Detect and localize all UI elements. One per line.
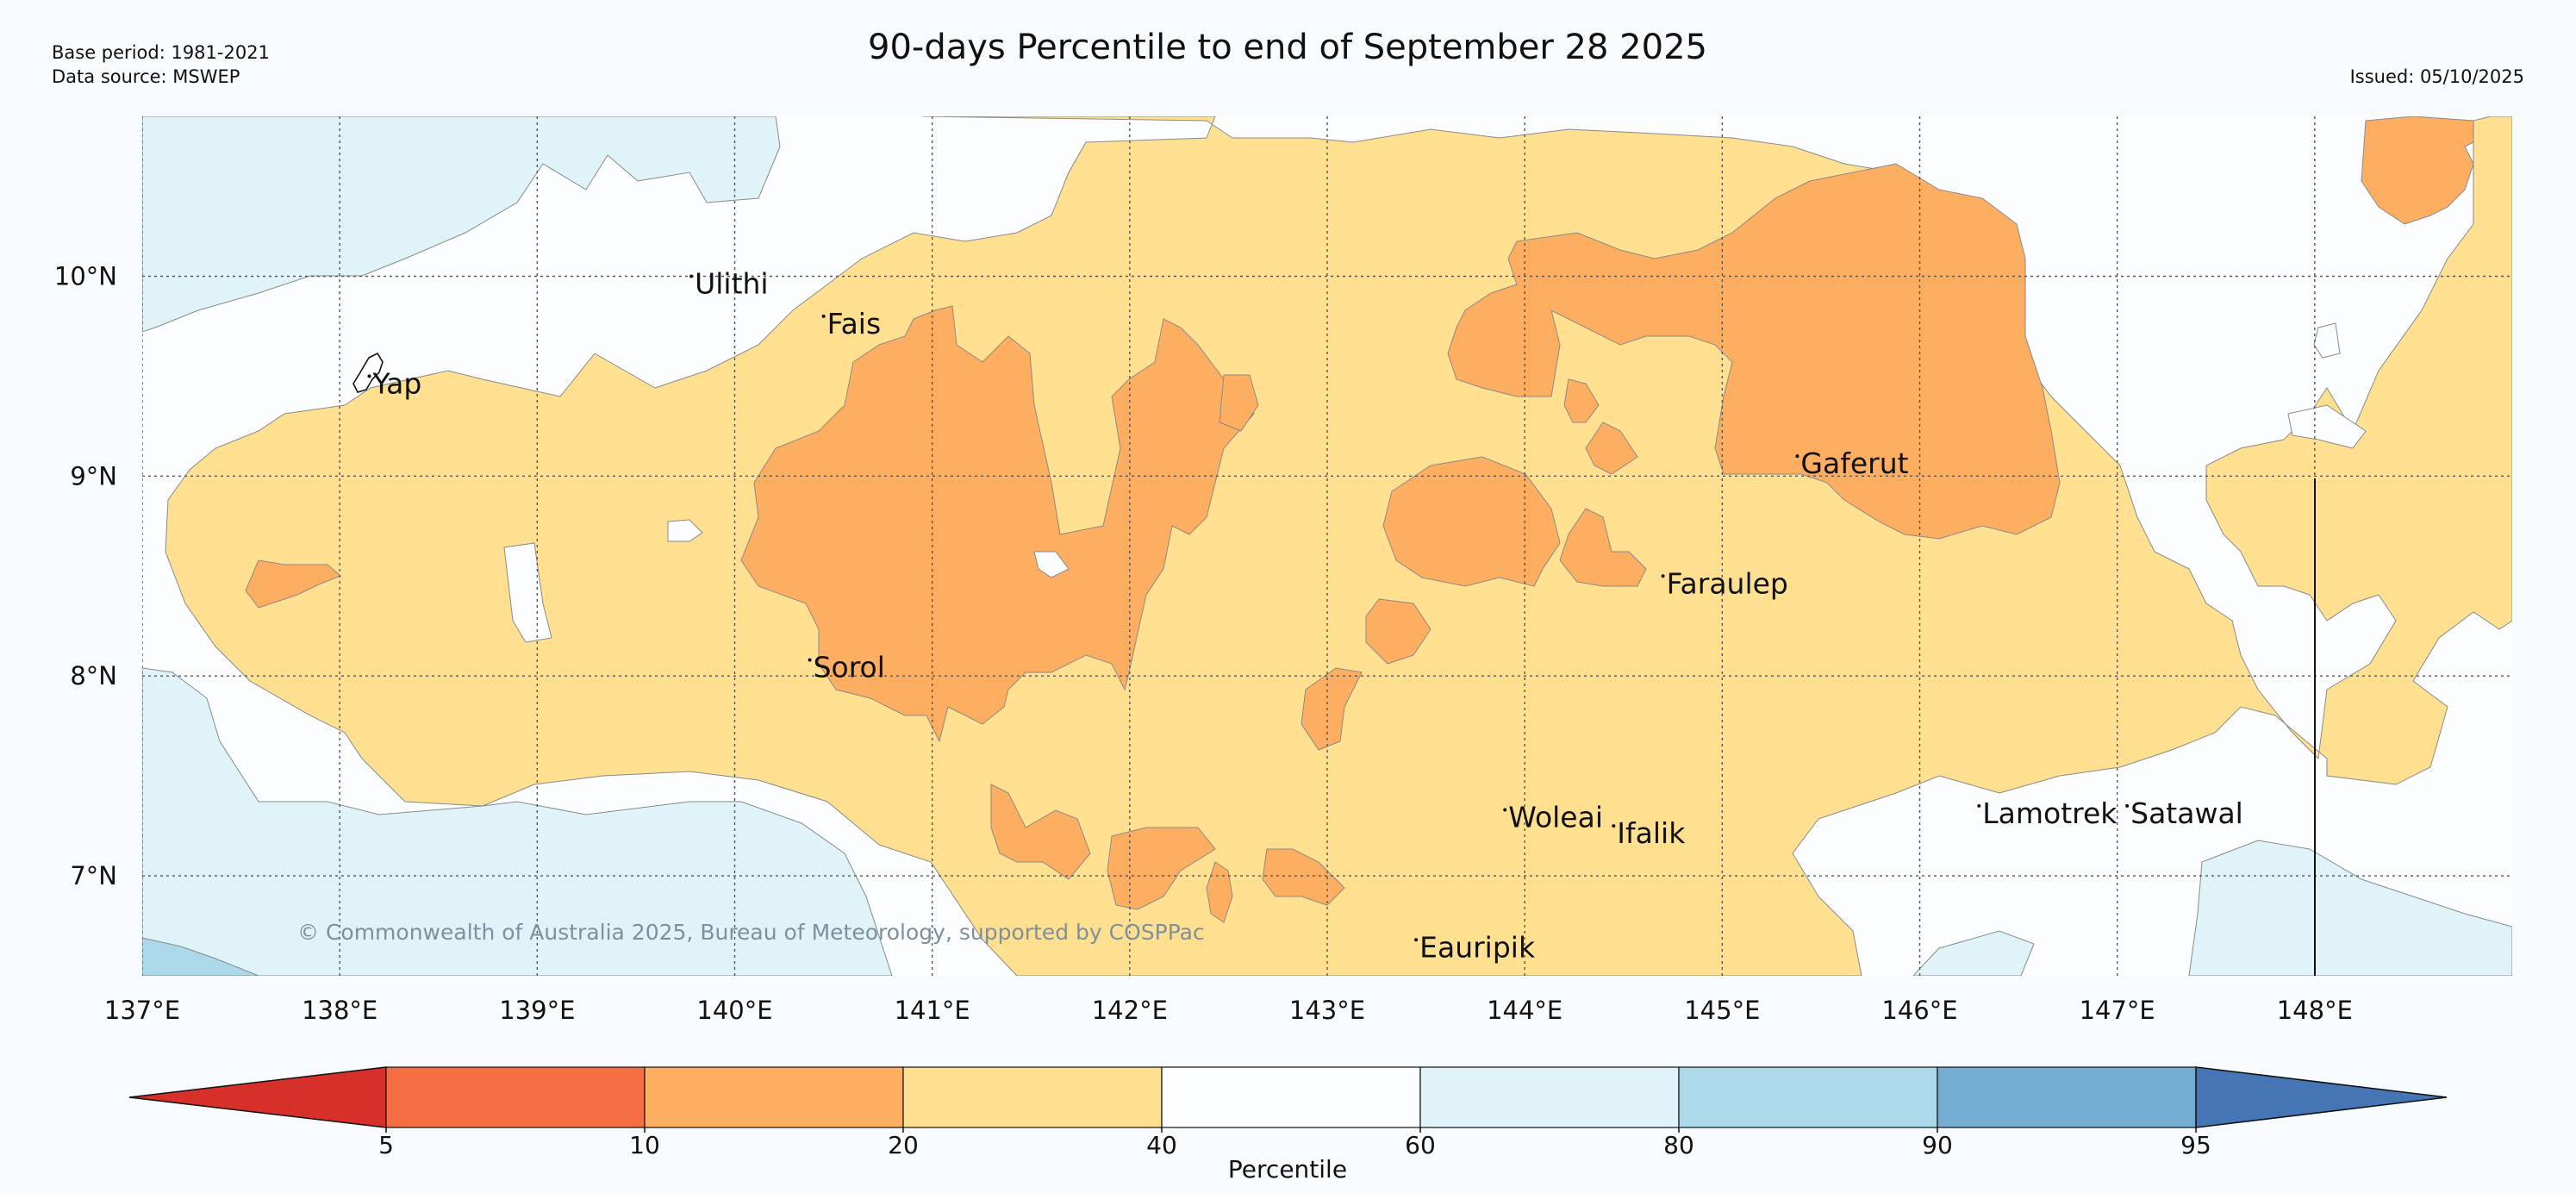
lat-tick-label: 8°N <box>70 661 117 690</box>
very-dry-region-spot-c <box>1365 598 1431 665</box>
very-dry-region-spot-a <box>1563 378 1600 423</box>
lat-tick-label: 9°N <box>70 461 117 490</box>
wet-regions <box>142 116 2512 976</box>
normal-patch-center <box>1033 551 1070 578</box>
lat-tick-label: 10°N <box>54 261 117 290</box>
lon-tick-label: 138°E <box>302 996 377 1025</box>
colorbar-segment <box>644 1066 904 1128</box>
colorbar-tick-label: 90 <box>1922 1131 1953 1159</box>
very-dry-region-south-a <box>990 784 1091 880</box>
wet-region-southeast <box>2188 840 2512 976</box>
place-marker <box>1414 938 1419 942</box>
place-marker <box>689 274 694 278</box>
place-label: Satawal <box>2130 796 2243 830</box>
place-label: Fais <box>827 307 882 340</box>
place-marker <box>367 374 371 378</box>
lon-tick-label: 141°E <box>895 996 970 1025</box>
wet-region-southwest <box>142 667 893 976</box>
place-label: Eauripik <box>1419 930 1536 964</box>
map-title: 90-days Percentile to end of September 2… <box>868 28 1707 67</box>
yap-island-shape <box>352 352 384 393</box>
place-label: Yap <box>372 366 422 400</box>
very-dry-region-spot-b <box>1585 422 1638 475</box>
colorbar-tick-label: 20 <box>888 1131 919 1159</box>
place-marker <box>1503 808 1507 812</box>
place-label: Ulithi <box>695 266 769 300</box>
very-dry-region-south-d <box>1262 848 1345 906</box>
lon-tick-label: 146°E <box>1881 996 1957 1025</box>
normal-patches <box>503 322 2367 643</box>
percentile-map: Ulithi Fais Yap Gaferut Faraulep Sorol Woleai I… <box>142 116 2512 976</box>
percentile-colorbar: 5 10 20 40 60 80 90 95 <box>128 1066 2448 1159</box>
normal-patch-west-b <box>667 519 703 542</box>
issued-date-text: Issued: 05/10/2025 <box>2350 66 2524 87</box>
wet-region-80-90 <box>142 937 259 976</box>
lat-tick-label: 7°N <box>70 861 117 890</box>
latitude-tick-labels: 7°N 8°N 9°N 10°N <box>54 261 117 890</box>
place-marker <box>1661 574 1665 578</box>
longitude-tick-labels: 137°E 138°E 139°E 140°E 141°E 142°E 143°E 144°E… <box>104 996 2353 1025</box>
very-dry-region-spot-d <box>1300 667 1363 751</box>
lon-tick-label: 139°E <box>499 996 575 1025</box>
colorbar-tick-label: 95 <box>2180 1131 2211 1159</box>
very-dry-region-center <box>1382 456 1561 587</box>
colorbar-tick-label: 5 <box>378 1131 394 1159</box>
place-label: Faraulep <box>1667 566 1788 600</box>
very-dry-region-east-small <box>1219 374 1259 432</box>
very-dry-region-west <box>740 305 1255 743</box>
lon-tick-label: 143°E <box>1289 996 1365 1025</box>
place-marker <box>2125 803 2130 808</box>
place-marker <box>821 314 826 318</box>
lon-tick-label: 137°E <box>104 996 180 1025</box>
place-label: Woleai <box>1508 801 1603 834</box>
place-labels: Ulithi Fais Yap Gaferut Faraulep Sorol Woleai I… <box>367 266 2243 964</box>
place-marker <box>808 658 812 662</box>
colorbar-label: Percentile <box>1228 1155 1347 1184</box>
place-marker <box>1977 803 1981 808</box>
colorbar-tick-label: 80 <box>1663 1131 1694 1159</box>
very-dry-region-northeast <box>2361 116 2474 225</box>
lon-tick-label: 145°E <box>1684 996 1760 1025</box>
place-label: Gaferut <box>1800 447 1908 480</box>
colorbar-segment <box>902 1066 1163 1128</box>
colorbar-extend-low <box>128 1066 387 1128</box>
lon-tick-label: 144°E <box>1487 996 1562 1025</box>
colorbar-segment <box>1419 1066 1680 1128</box>
colorbar-segment <box>1161 1066 1421 1128</box>
place-marker <box>1612 824 1616 828</box>
base-period-text: Base period: 1981-2021 <box>52 42 270 63</box>
very-dry-regions <box>245 116 2474 923</box>
wet-region-south-small <box>1912 930 2035 976</box>
lon-tick-label: 147°E <box>2080 996 2155 1025</box>
very-dry-region-south-b <box>1107 827 1216 910</box>
place-marker <box>1795 454 1799 459</box>
lon-tick-label: 140°E <box>696 996 772 1025</box>
colorbar-segment <box>385 1066 646 1128</box>
colorbar-tick-label: 10 <box>629 1131 660 1159</box>
very-dry-region-south-c <box>1206 861 1233 923</box>
copyright-text: © Commonwealth of Australia 2025, Bureau… <box>297 920 1205 945</box>
lon-tick-label: 142°E <box>1092 996 1168 1025</box>
very-dry-region-center-north <box>1447 163 2061 540</box>
normal-patch-east <box>2287 404 2367 449</box>
place-label: Sorol <box>814 651 885 684</box>
colorbar-extend-high <box>2195 1066 2448 1128</box>
very-dry-region-faraulep <box>1559 508 1647 587</box>
data-source-text: Data source: MSWEP <box>52 66 240 87</box>
very-dry-region-west-small <box>245 559 341 609</box>
colorbar-tick-label: 60 <box>1405 1131 1436 1159</box>
colorbar-segment <box>1937 1066 2197 1128</box>
colorbar-tick-label: 40 <box>1146 1131 1177 1159</box>
place-label: Lamotrek <box>1982 796 2118 830</box>
normal-patch-west <box>503 542 552 643</box>
colorbar-segment <box>1678 1066 1938 1128</box>
lon-tick-label: 148°E <box>2277 996 2353 1025</box>
wet-region-northwest <box>142 116 781 333</box>
place-label: Ifalik <box>1617 816 1686 850</box>
